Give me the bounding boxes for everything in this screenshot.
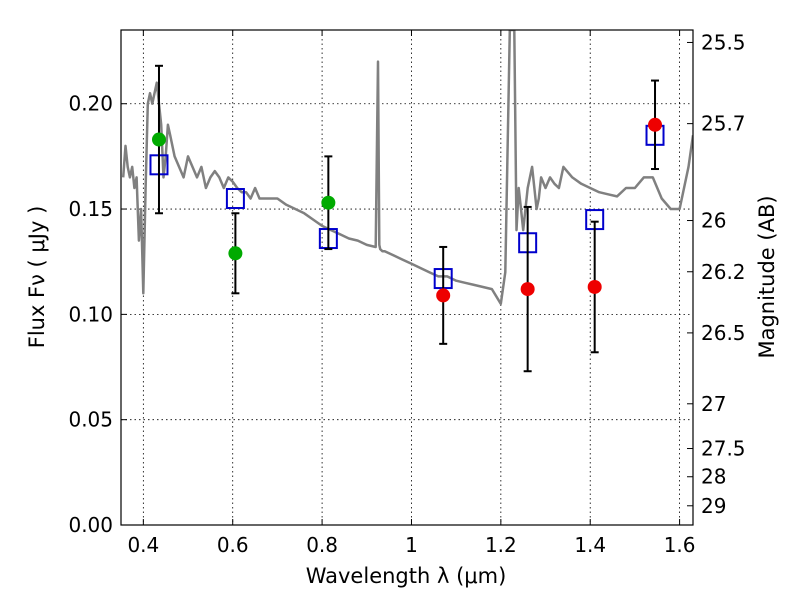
observed-point [151,132,166,147]
spectrum-layer [121,30,693,306]
observed-point [520,282,535,297]
x-axis-label: Wavelength λ (μm) [306,564,507,588]
axis-ticks [121,30,693,526]
mag-tick-label: 25.7 [701,112,746,136]
observed-point [587,279,602,294]
y-axis-label: Flux Fν ( μJy ) [25,206,49,349]
x-tick-label: 1.6 [664,533,696,557]
mag-tick-label: 27.5 [701,437,746,461]
observed-point [436,288,451,303]
x-tick-label: 0.4 [127,533,159,557]
x-tick-label: 1.2 [485,533,517,557]
mag-tick-label: 26.5 [701,321,746,345]
mag-tick-label: 26 [701,209,726,233]
y-tick-label: 0.20 [68,92,113,116]
plot-frame [120,29,694,526]
mag-tick-label: 25.5 [701,30,746,54]
grid-lines [121,30,693,525]
x-tick-label: 1.4 [574,533,606,557]
observed-point [321,195,336,210]
observed-point [228,246,243,261]
y-tick-label: 0.00 [68,513,113,537]
y-tick-label: 0.10 [68,302,113,326]
x-tick-labels: 0.4 0.6 0.8 1 1.2 1.4 1.6 [127,533,695,557]
x-tick-label: 0.8 [306,533,338,557]
y-tick-labels: 0.00 0.05 0.10 0.15 0.20 [68,92,113,537]
magnitude-tick-labels: 25.5 25.7 26 26.2 26.5 27 27.5 28 29 [701,30,746,517]
observed-point [648,117,663,132]
x-tick-label: 0.6 [217,533,249,557]
model-square-layer [149,124,665,290]
mag-tick-label: 29 [701,494,726,518]
spectrum-line [121,30,693,306]
mag-tick-label: 28 [701,465,726,489]
model-square-marker [225,188,245,210]
mag-tick-label: 26.2 [701,260,746,284]
y-tick-label: 0.15 [68,197,113,221]
mag-tick-label: 27 [701,392,726,416]
x-tick-label: 1 [405,533,418,557]
y-tick-label: 0.05 [68,408,113,432]
right-axis-label: Magnitude (AB) [755,195,779,358]
observed-point-layer [151,117,663,303]
error-bar-layer [154,64,660,373]
